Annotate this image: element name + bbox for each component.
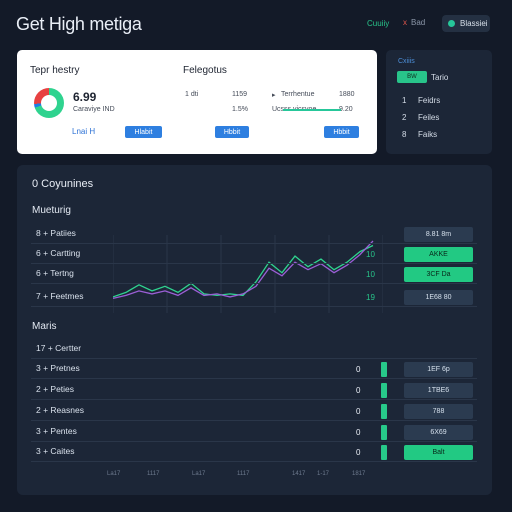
row-value: 10	[366, 270, 375, 279]
table-row[interactable]: 7 + Feetmes 19 1E68 80	[31, 289, 477, 307]
axis-tick-label: La17	[107, 471, 121, 477]
side-item-1[interactable]: Feidrs	[418, 96, 441, 105]
row-value: 0	[356, 428, 361, 437]
side-num-1: 1	[402, 96, 407, 105]
table-row[interactable]: 3 + Pentes 0 6X69	[31, 424, 477, 442]
section-monitoring: Mueturig	[32, 205, 71, 216]
main-panel: 0 Coyunines Mueturig 8 + Patiies 8.81 8m…	[17, 165, 492, 495]
trend-bar	[283, 109, 341, 111]
row-value: 0	[356, 407, 361, 416]
row-chip[interactable]: 788	[404, 404, 473, 419]
row-indicator	[381, 445, 387, 460]
side-num-3: 8	[402, 130, 407, 139]
row-indicator	[381, 383, 387, 398]
side-num-2: 2	[402, 113, 407, 122]
row-label: 8 + Patiies	[36, 228, 76, 238]
row-value: 0	[356, 365, 361, 374]
status-dot-icon	[448, 20, 455, 27]
axis-tick-label: 1817	[352, 471, 366, 477]
line-chart	[113, 235, 383, 313]
side-title: Cxiiis	[398, 58, 415, 65]
header-close-button[interactable]: x Bad	[403, 18, 425, 27]
axis-tick-label: 1117	[237, 471, 250, 477]
table-row[interactable]: 2 + Peties 0 1TBE6	[31, 382, 477, 400]
row-chip[interactable]: 8.81 8m	[404, 227, 473, 242]
table-row[interactable]: 3 + Pretnes 0 1EF 6p	[31, 361, 477, 379]
table-row[interactable]: 2 + Reasnes 0 788	[31, 403, 477, 421]
summary-left-heading: Tepr hestry	[30, 65, 80, 76]
donut-chart-icon	[34, 88, 64, 118]
side-item-3[interactable]: Faiks	[418, 130, 438, 139]
row-label: 2 + Reasnes	[36, 405, 84, 415]
table-row[interactable]: 8 + Patiies 8.81 8m	[31, 226, 477, 244]
row-chip[interactable]: AKKE	[404, 247, 473, 262]
series-line-1	[113, 240, 374, 300]
series-line-0	[113, 244, 374, 298]
row-value: 10	[366, 250, 375, 259]
header-close-label: Bad	[411, 18, 426, 27]
summary-card: Tepr hestry Felegotus 6.99 Caraviye IND …	[17, 50, 377, 154]
header-pill-label: Blassiei	[460, 19, 488, 28]
row-indicator	[381, 425, 387, 440]
row-value: 0	[356, 386, 361, 395]
summary-value: 6.99	[73, 90, 97, 104]
summary-sub1: Caraviye IND	[73, 106, 115, 113]
summary-button-3[interactable]: Hbbit	[324, 126, 359, 138]
side-item-0[interactable]: Tario	[431, 73, 449, 82]
main-title: 0 Coyunines	[32, 178, 94, 190]
row-label: 7 + Feetmes	[36, 291, 84, 301]
axis-tick-label: 1417	[292, 471, 306, 477]
header-status-pill[interactable]: Blassiei	[442, 15, 490, 32]
row-indicator	[381, 362, 387, 377]
trend-val1: 1880	[339, 91, 355, 98]
side-active-button[interactable]: BW	[397, 71, 427, 83]
trend-val2: 9.20	[339, 106, 353, 113]
axis-tick-label: 1-17	[317, 471, 330, 477]
row-chip[interactable]: Balt	[404, 445, 473, 460]
side-card: Cxiiis BW Tario 1 Feidrs 2 Feiles 8 Faik…	[386, 50, 492, 154]
row-label: 17 + Certter	[36, 343, 82, 353]
row-label: 3 + Pretnes	[36, 363, 80, 373]
row-label: 3 + Caites	[36, 446, 75, 456]
table-row[interactable]: 17 + Certter	[31, 341, 477, 359]
row-chip[interactable]: 3CF Da	[404, 267, 473, 282]
header-link[interactable]: Cuuiiy	[367, 19, 390, 28]
summary-right-heading: Felegotus	[183, 65, 227, 76]
table-row[interactable]: 6 + Cartting 10 AKKE	[31, 246, 477, 264]
row-chip[interactable]: 1TBE6	[404, 383, 473, 398]
table-row[interactable]: 6 + Tertng 10 3CF Da	[31, 266, 477, 284]
summary-col-b1: 1159	[232, 91, 248, 98]
section-metrics: Maris	[32, 321, 57, 332]
close-icon: x	[403, 18, 407, 27]
trend-arrow-icon: ▸	[272, 92, 276, 99]
summary-link[interactable]: Lnai H	[72, 127, 96, 136]
summary-button-2[interactable]: Hbbit	[215, 126, 249, 138]
row-label: 6 + Cartting	[36, 248, 81, 258]
row-label: 3 + Pentes	[36, 426, 77, 436]
row-chip[interactable]: 1E68 80	[404, 290, 473, 305]
row-value: 19	[366, 293, 375, 302]
trend-label: Terrhentue	[281, 91, 315, 98]
row-chip[interactable]: 1EF 6p	[404, 362, 473, 377]
axis-tick-label: La17	[192, 471, 206, 477]
summary-button-1[interactable]: Hlabit	[125, 126, 162, 138]
row-label: 6 + Tertng	[36, 268, 74, 278]
row-label: 2 + Peties	[36, 384, 75, 394]
app-title: Get High metiga	[16, 14, 142, 34]
axis-tick-label: 1117	[147, 471, 160, 477]
row-chip[interactable]: 6X69	[404, 425, 473, 440]
summary-col-a: 1 dti	[185, 91, 199, 98]
row-value: 0	[356, 448, 361, 457]
side-item-2[interactable]: Feiles	[418, 113, 440, 122]
row-indicator	[381, 404, 387, 419]
summary-col-b2: 1.5%	[232, 106, 248, 113]
table-row[interactable]: 3 + Caites 0 Balt	[31, 444, 477, 462]
